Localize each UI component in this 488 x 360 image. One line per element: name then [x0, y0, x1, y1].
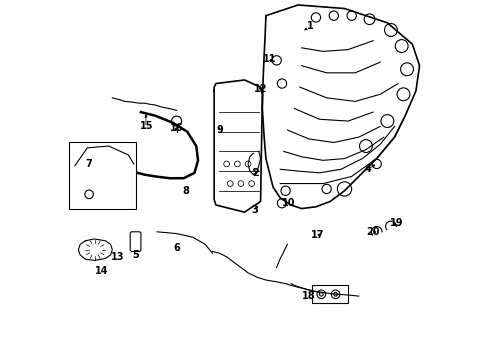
Text: 8: 8 — [182, 186, 188, 196]
Text: 16: 16 — [169, 123, 183, 133]
Text: 18: 18 — [302, 291, 315, 301]
Text: 14: 14 — [95, 266, 108, 276]
Text: 17: 17 — [310, 230, 324, 240]
Text: 3: 3 — [251, 205, 258, 215]
Text: 10: 10 — [282, 198, 295, 208]
Text: 11: 11 — [262, 54, 276, 64]
Text: 19: 19 — [389, 218, 402, 228]
Text: 4: 4 — [364, 164, 370, 174]
Text: 2: 2 — [251, 168, 258, 178]
Text: 1: 1 — [306, 21, 313, 31]
Text: 5: 5 — [132, 250, 139, 260]
Text: 12: 12 — [253, 84, 267, 94]
Text: 20: 20 — [366, 227, 379, 237]
Text: 6: 6 — [173, 243, 180, 253]
Text: 15: 15 — [139, 121, 153, 131]
Text: 7: 7 — [85, 159, 92, 169]
Text: 9: 9 — [216, 125, 223, 135]
Text: 13: 13 — [111, 252, 124, 262]
